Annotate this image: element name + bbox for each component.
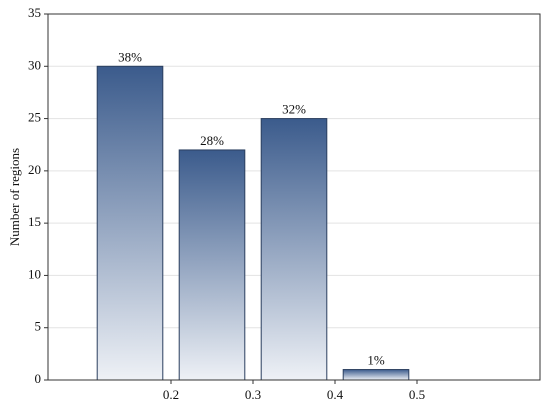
y-tick-label: 15	[28, 214, 41, 229]
y-tick-label: 0	[35, 371, 42, 386]
bar-label: 28%	[200, 133, 224, 148]
y-tick-label: 5	[35, 319, 42, 334]
bar	[260, 118, 328, 381]
x-tick-label: 0.2	[163, 387, 179, 402]
y-tick-label: 35	[28, 5, 41, 20]
x-tick-label: 0.4	[327, 387, 344, 402]
bar-label: 1%	[367, 353, 385, 368]
plot-frame	[47, 13, 541, 381]
bar	[96, 65, 164, 381]
bar	[178, 149, 246, 381]
x-tick-label: 0.3	[245, 387, 261, 402]
y-tick-label: 10	[28, 266, 41, 281]
y-tick-label: 20	[28, 162, 41, 177]
y-tick-label: 30	[28, 57, 41, 72]
y-tick-label: 25	[28, 110, 41, 125]
bar-label: 38%	[118, 49, 142, 64]
bar	[342, 369, 410, 381]
bar-label: 32%	[282, 102, 306, 117]
y-axis-label: Number of regions	[7, 148, 22, 246]
x-tick-label: 0.5	[409, 387, 425, 402]
